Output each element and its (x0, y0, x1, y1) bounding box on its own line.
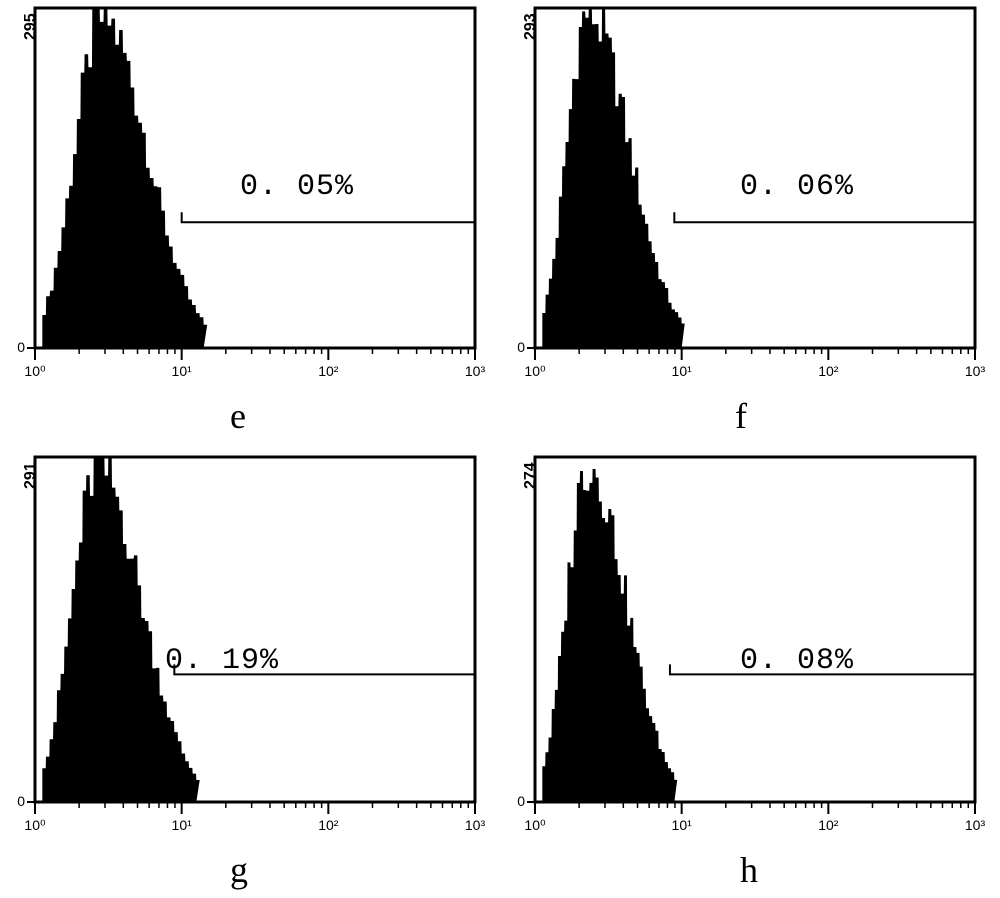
svg-text:10²: 10² (818, 363, 839, 379)
svg-text:10³: 10³ (965, 363, 986, 379)
svg-text:10⁰: 10⁰ (24, 817, 46, 833)
y-axis-max-g: 291 (22, 462, 40, 489)
gate-percentage-e: 0. 05% (240, 170, 354, 204)
gate-percentage-g: 0. 19% (165, 644, 279, 678)
svg-text:10⁰: 10⁰ (24, 363, 46, 379)
svg-text:10¹: 10¹ (172, 363, 193, 379)
panel-e: 295 10⁰ 10¹ 10² 10³ 0 0. 05% e (0, 0, 500, 449)
histogram-grid: 295 10⁰ 10¹ 10² 10³ 0 0. 05% e 293 10⁰ 10¹ 10²… (0, 0, 1000, 898)
y-axis-max-e: 295 (22, 13, 40, 40)
y-axis-max-h: 274 (522, 462, 540, 489)
panel-f: 293 10⁰ 10¹ 10² 10³ 0 0. 06% f (500, 0, 1000, 449)
gate-percentage-f: 0. 06% (740, 170, 854, 204)
svg-text:10²: 10² (318, 363, 339, 379)
gate-percentage-h: 0. 08% (740, 644, 854, 678)
panel-label-f: f (735, 395, 747, 437)
panel-label-h: h (740, 849, 758, 891)
svg-text:10¹: 10¹ (672, 817, 693, 833)
panel-h: 274 10⁰ 10¹ 10² 10³ 0 0. 08% h (500, 449, 1000, 898)
svg-text:10³: 10³ (465, 817, 486, 833)
svg-text:10³: 10³ (465, 363, 486, 379)
svg-text:0: 0 (517, 339, 525, 355)
svg-text:10²: 10² (818, 817, 839, 833)
svg-text:10³: 10³ (965, 817, 986, 833)
panel-label-g: g (230, 849, 248, 891)
histogram-svg-e: 10⁰ 10¹ 10² 10³ 0 (0, 0, 500, 449)
svg-text:0: 0 (17, 339, 25, 355)
svg-text:0: 0 (17, 793, 25, 809)
svg-text:10¹: 10¹ (672, 363, 693, 379)
svg-text:10⁰: 10⁰ (524, 817, 546, 833)
svg-text:10⁰: 10⁰ (524, 363, 546, 379)
svg-text:10¹: 10¹ (172, 817, 193, 833)
svg-text:10²: 10² (318, 817, 339, 833)
svg-text:0: 0 (517, 793, 525, 809)
panel-label-e: e (230, 395, 246, 437)
histogram-svg-f: 10⁰ 10¹ 10² 10³ 0 (500, 0, 1000, 449)
y-axis-max-f: 293 (522, 13, 540, 40)
panel-g: 291 10⁰ 10¹ 10² 10³ 0 0. 19% g (0, 449, 500, 898)
